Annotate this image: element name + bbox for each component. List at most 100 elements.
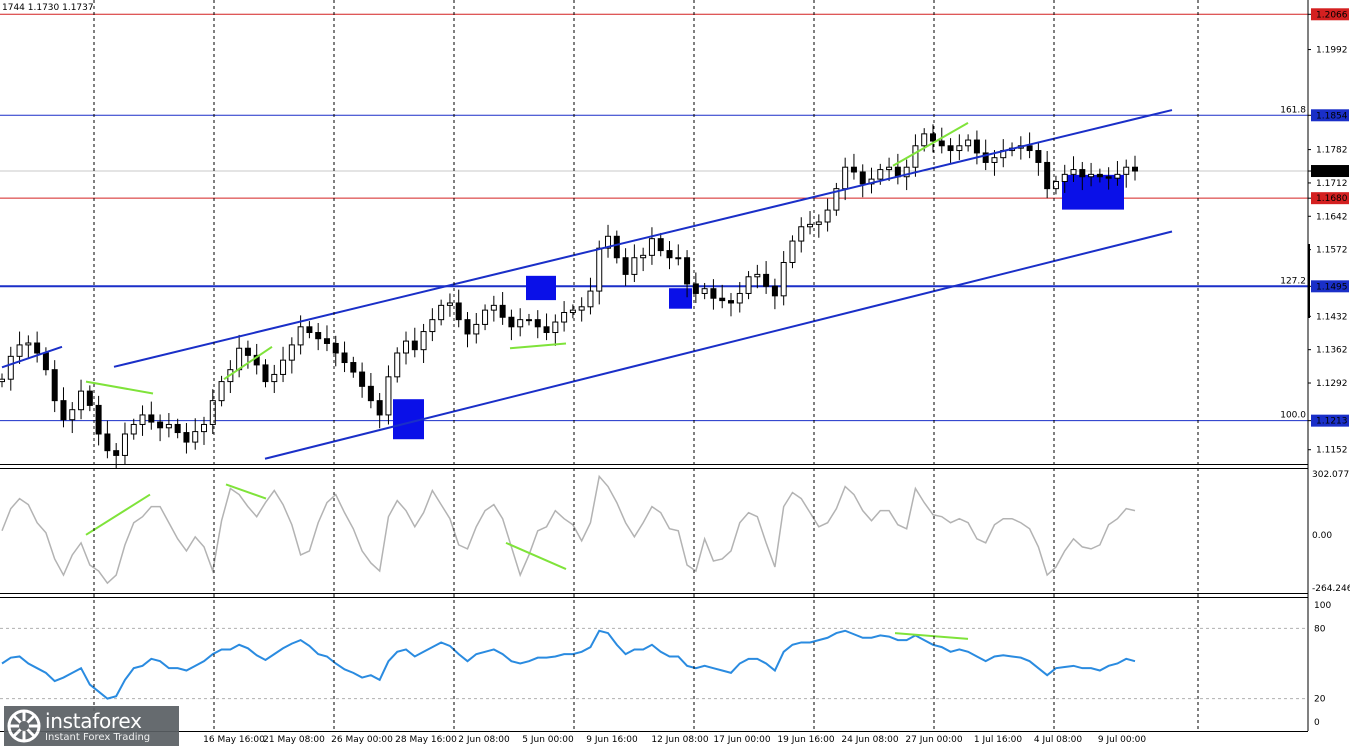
bull-candle	[236, 347, 243, 371]
bear-candle	[1035, 150, 1042, 163]
bear-candle	[763, 273, 770, 287]
bull-candle	[139, 414, 146, 425]
bear-candle	[341, 352, 348, 364]
bull-candle	[438, 304, 445, 321]
channel-left-line	[1, 345, 63, 369]
ohlc-readout: 1744 1.1730 1.1737	[2, 3, 94, 13]
bull-candle	[0, 378, 5, 383]
bull-candle	[991, 157, 998, 163]
bull-candle	[218, 381, 225, 402]
price-tick-label: 1.1782	[1316, 146, 1348, 156]
date-label: 27 Jun 00:00	[905, 735, 962, 745]
bear-candle	[684, 257, 691, 285]
level-price-tag-label: 1.2066	[1316, 10, 1348, 20]
bull-candle	[648, 238, 655, 256]
level-price-tag	[1311, 414, 1349, 427]
bear-candle	[464, 319, 471, 335]
rsi-tick-label: 80	[1314, 624, 1326, 634]
divergence-line	[223, 345, 273, 381]
bull-candle	[192, 431, 199, 443]
bear-candle	[938, 140, 945, 147]
bull-candle	[288, 344, 295, 361]
bull-candle	[121, 433, 128, 456]
bull-candle	[561, 312, 568, 323]
rsi-tick-label: 0	[1314, 718, 1320, 728]
bull-candle	[640, 254, 647, 259]
divergence-line	[892, 122, 969, 167]
bull-candle	[675, 257, 682, 260]
bull-candle	[490, 304, 497, 311]
level-price-tag	[1311, 109, 1349, 122]
price-panel: 161.8 127.2 100.0	[0, 13, 1308, 469]
bull-candle	[921, 133, 928, 147]
bull-candle	[631, 257, 638, 275]
bear-candle	[859, 171, 866, 185]
bear-candle	[148, 414, 155, 423]
price-tick-label: 1.1572	[1316, 246, 1348, 256]
bear-candle	[455, 302, 462, 321]
bull-candle	[587, 290, 594, 308]
bull-candle	[956, 145, 963, 152]
price-axis: 1.2066 1.1992 1.1854 1.1782 1.1737 1.1712 1.16…	[0, 0, 1350, 732]
bear-candle	[1132, 166, 1138, 172]
bull-candle	[842, 166, 849, 190]
bear-candle	[332, 342, 339, 354]
price-tick-label: 1.1712	[1316, 179, 1348, 189]
bear-candle	[1105, 176, 1112, 179]
date-label: 4 Jul 08:00	[1034, 735, 1083, 745]
price-tick-label: 1.1152	[1316, 446, 1348, 456]
bear-candle	[1044, 161, 1051, 190]
fib-level-label: 100.0	[1280, 411, 1306, 421]
bear-candle	[350, 362, 357, 373]
bull-candle	[789, 240, 796, 263]
bear-candle	[183, 432, 190, 443]
bull-candle	[578, 306, 585, 311]
price-tick-label: 1.1362	[1316, 346, 1348, 356]
bull-candle	[16, 344, 23, 357]
bull-candle	[1088, 173, 1095, 178]
bull-candle	[903, 166, 910, 178]
divergence-line	[509, 342, 567, 350]
instaforex-logo-icon	[7, 709, 41, 743]
rsi-divergence-line	[894, 632, 969, 640]
channel-lower-line	[264, 230, 1173, 460]
rsi-tick-label: 100	[1314, 601, 1331, 611]
date-label: 1 Jul 16:00	[974, 735, 1023, 745]
bull-candle	[420, 331, 427, 351]
price-tick-label: 1.1292	[1316, 379, 1348, 389]
bull-candle	[385, 376, 392, 416]
level-price-tag	[1311, 8, 1349, 21]
bull-candle	[754, 273, 761, 278]
level-price-tag	[1311, 165, 1349, 178]
date-label: 19 Jun 16:00	[777, 735, 834, 745]
date-label: 17 Jun 00:00	[713, 735, 770, 745]
logo-name: instaforex	[45, 708, 142, 733]
bull-candle	[271, 373, 278, 383]
bull-candle	[429, 319, 436, 333]
bear-candle	[51, 369, 58, 402]
rsi-panel	[0, 627, 1308, 700]
bear-candle	[306, 326, 313, 334]
bull-candle	[69, 409, 76, 421]
bull-candle	[912, 145, 919, 168]
date-label: 16 May 16:00	[203, 735, 265, 745]
cci-tick-label: 0.00	[1312, 531, 1332, 541]
bull-candle	[745, 276, 752, 294]
price-tick-label: 1.1992	[1316, 46, 1348, 56]
bear-candle	[253, 354, 260, 366]
bull-candle	[1114, 173, 1121, 179]
bear-candle	[262, 364, 269, 383]
price-tick-label: 1.1642	[1316, 212, 1348, 222]
bull-candle	[886, 166, 893, 171]
bear-candle	[982, 152, 989, 163]
divergence-line	[85, 380, 154, 395]
bull-candle	[280, 359, 287, 375]
bull-candle	[25, 342, 32, 346]
bear-candle	[95, 404, 102, 435]
bear-candle	[666, 250, 673, 259]
level-price-tag-label: 1.1495	[1316, 282, 1348, 292]
bull-candle	[833, 188, 840, 211]
bull-candle	[165, 423, 172, 429]
bear-candle	[710, 288, 717, 299]
